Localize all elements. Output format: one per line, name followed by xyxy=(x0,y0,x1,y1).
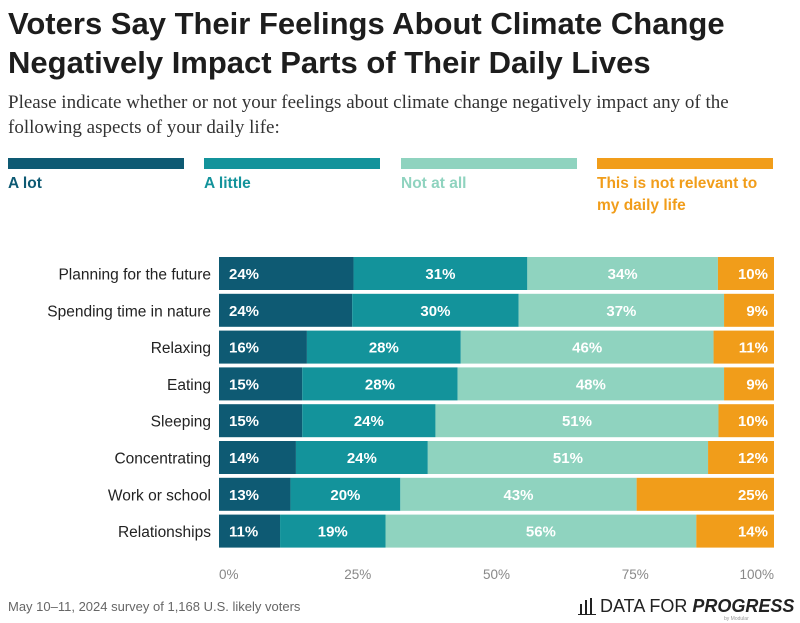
chart-subtitle: Please indicate whether or not your feel… xyxy=(8,92,729,138)
bar-segment xyxy=(527,257,718,290)
legend-swatch xyxy=(8,158,184,169)
bar-segment xyxy=(306,330,461,364)
data-label: 24% xyxy=(229,303,259,320)
bar-segment xyxy=(713,330,774,364)
bar-segment xyxy=(518,293,725,327)
category-label: Sleeping xyxy=(151,414,211,431)
bar-segment xyxy=(219,293,353,327)
bar-segment xyxy=(353,257,528,290)
data-label: 11% xyxy=(739,340,768,357)
bar-segment xyxy=(219,477,291,511)
x-tick-label: 0% xyxy=(219,567,239,582)
bar-segment xyxy=(717,257,774,290)
legend-swatch xyxy=(401,158,577,169)
bar-segment xyxy=(400,477,637,511)
data-label: 11% xyxy=(229,524,258,541)
bar-chart-logo-icon xyxy=(578,598,596,615)
brand-logo: DATA FOR PROGRESS xyxy=(600,596,794,617)
bar-segment xyxy=(302,367,458,401)
data-label: 24% xyxy=(229,266,259,283)
data-label: 43% xyxy=(503,487,533,504)
data-label: 24% xyxy=(354,413,384,430)
x-tick-label: 75% xyxy=(622,567,649,582)
bar-segment xyxy=(280,514,386,548)
bar-segment xyxy=(724,293,774,327)
category-label: Work or school xyxy=(108,487,211,504)
category-label: Concentrating xyxy=(114,451,211,468)
bar-segment xyxy=(219,404,303,438)
bar-segment xyxy=(219,441,296,474)
category-label: Relationships xyxy=(118,524,211,541)
bar-segment xyxy=(460,330,714,364)
legend-label: Not at all xyxy=(401,175,467,192)
bar-segment xyxy=(636,477,774,511)
bar-segment xyxy=(219,367,303,401)
data-label: 15% xyxy=(229,376,259,393)
data-label: 56% xyxy=(526,524,556,541)
legend-swatch xyxy=(204,158,380,169)
stacked-bar-chart: Planning for the future 24% 31% 34% 10% Spend… xyxy=(47,257,774,582)
category-label: Relaxing xyxy=(151,340,211,357)
chart-title: Voters Say Their Feelings About Climate … xyxy=(8,6,725,80)
data-label: 12% xyxy=(738,450,768,467)
bar-segment xyxy=(427,441,709,474)
bar-segment xyxy=(457,367,725,401)
bar-segment xyxy=(385,514,697,548)
data-label: 16% xyxy=(229,340,259,357)
data-label: 13% xyxy=(229,487,259,504)
bar-segment xyxy=(724,367,774,401)
data-label: 31% xyxy=(425,266,455,283)
data-label: 9% xyxy=(746,376,768,393)
data-label: 14% xyxy=(738,524,768,541)
data-label: 10% xyxy=(738,266,768,283)
legend-item: A little xyxy=(204,158,380,195)
bar-segment xyxy=(302,404,436,438)
data-label: 46% xyxy=(572,340,602,357)
data-label: 20% xyxy=(330,487,360,504)
brand-bold: PROGRESS xyxy=(692,596,795,616)
bar-segment xyxy=(718,404,774,438)
data-label: 34% xyxy=(608,266,638,283)
bar-segment xyxy=(295,441,428,474)
data-label: 24% xyxy=(347,450,377,467)
legend-label: A lot xyxy=(8,175,42,192)
brand-plain: DATA FOR xyxy=(600,596,688,616)
bar-segment xyxy=(352,293,519,327)
x-tick-label: 50% xyxy=(483,567,510,582)
bar-segment xyxy=(696,514,774,548)
x-tick-label: 25% xyxy=(344,567,371,582)
data-label: 19% xyxy=(318,524,348,541)
legend-label: This is not relevant to my daily life xyxy=(597,175,758,214)
data-label: 14% xyxy=(229,450,259,467)
data-label: 28% xyxy=(369,340,399,357)
brand-sub: by Modular xyxy=(724,616,749,622)
x-tick-label: 100% xyxy=(739,567,774,582)
category-label: Spending time in nature xyxy=(47,303,211,320)
legend-swatch xyxy=(597,158,773,169)
bar-segment xyxy=(219,514,281,548)
data-label: 9% xyxy=(746,303,768,320)
legend-label: A little xyxy=(204,175,251,192)
data-label: 37% xyxy=(606,303,636,320)
category-label: Planning for the future xyxy=(58,267,211,284)
legend-item: Not at all xyxy=(401,158,577,195)
legend-item: A lot xyxy=(8,158,184,195)
bar-segment xyxy=(219,330,307,364)
data-label: 25% xyxy=(738,487,768,504)
survey-note: May 10–11, 2024 survey of 1,168 U.S. lik… xyxy=(8,599,301,614)
data-label: 10% xyxy=(738,413,768,430)
data-label: 48% xyxy=(576,376,606,393)
bar-segment xyxy=(435,404,719,438)
data-label: 51% xyxy=(562,413,592,430)
legend-item: This is not relevant to my daily life xyxy=(597,158,773,217)
category-label: Eating xyxy=(167,377,211,394)
data-label: 15% xyxy=(229,413,259,430)
data-label: 51% xyxy=(553,450,583,467)
data-label: 28% xyxy=(365,376,395,393)
bar-segment xyxy=(708,441,774,474)
data-label: 30% xyxy=(420,303,450,320)
bar-segment xyxy=(290,477,401,511)
bar-segment xyxy=(219,257,354,290)
